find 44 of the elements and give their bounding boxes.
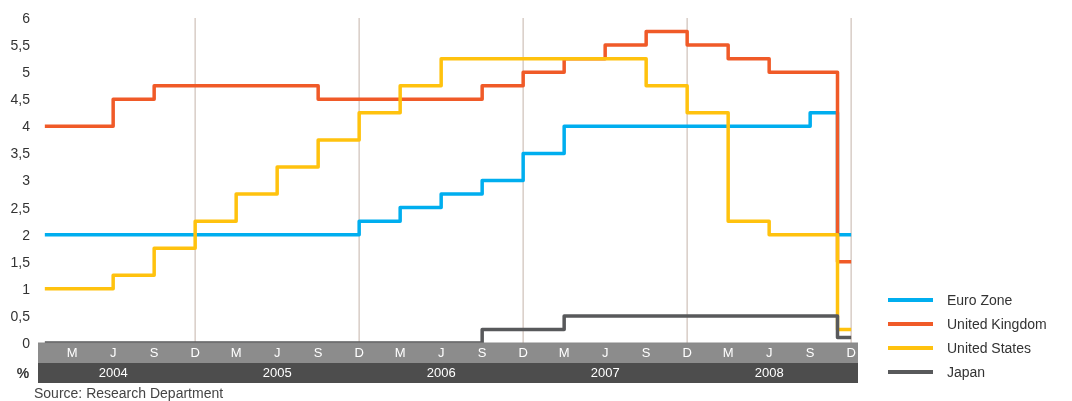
legend-label: United States bbox=[947, 340, 1032, 356]
y-tick-label: 5,5 bbox=[10, 37, 31, 54]
y-tick-label: 2 bbox=[22, 226, 31, 243]
x-tick-label: J bbox=[273, 345, 281, 361]
source-note: Source: Research Department bbox=[34, 385, 224, 401]
y-tick-label: 1,5 bbox=[10, 253, 31, 270]
x-tick-label: D bbox=[518, 345, 528, 361]
y-tick-label: 3 bbox=[22, 172, 31, 189]
x2-tick-label: 2005 bbox=[262, 365, 292, 381]
x-tick-label: D bbox=[682, 345, 692, 361]
x-tick-label: M bbox=[66, 345, 78, 361]
y-tick-label: 0 bbox=[22, 334, 31, 351]
y-axis-title: % bbox=[15, 364, 31, 383]
y-tick-label: 2,5 bbox=[10, 199, 31, 216]
x-tick-label: J bbox=[109, 345, 117, 361]
x-tick-label: J bbox=[437, 345, 445, 361]
x-tick-label: J bbox=[765, 345, 773, 361]
x-tick-label: S bbox=[313, 345, 323, 361]
legend-label: Euro Zone bbox=[947, 292, 1013, 308]
x2-tick-label: 2008 bbox=[754, 365, 784, 381]
x-tick-label: M bbox=[230, 345, 242, 361]
legend-label: Japan bbox=[947, 364, 986, 380]
x-tick-label: S bbox=[149, 345, 159, 361]
x-tick-label: M bbox=[394, 345, 406, 361]
y-tick-label: 1 bbox=[22, 280, 31, 297]
x-tick-label: D bbox=[190, 345, 200, 361]
y-tick-label: 4,5 bbox=[10, 91, 31, 108]
x-tick-label: M bbox=[558, 345, 570, 361]
x2-tick-label: 2004 bbox=[98, 365, 128, 381]
y-tick-label: 3,5 bbox=[10, 145, 31, 162]
x-tick-label: S bbox=[641, 345, 651, 361]
x2-tick-label: 2007 bbox=[590, 365, 620, 381]
x-tick-label: D bbox=[354, 345, 364, 361]
x-tick-label: S bbox=[477, 345, 487, 361]
y-tick-label: 5 bbox=[22, 64, 31, 81]
x-tick-label: S bbox=[805, 345, 815, 361]
legend-label: United Kingdom bbox=[947, 316, 1047, 332]
x2-tick-label: 2006 bbox=[426, 365, 456, 381]
x-tick-label: D bbox=[846, 345, 856, 361]
y-tick-label: 0,5 bbox=[10, 307, 31, 324]
x-tick-label: J bbox=[601, 345, 609, 361]
x-tick-label: M bbox=[722, 345, 734, 361]
y-tick-label: 6 bbox=[22, 9, 31, 26]
y-tick-label: 4 bbox=[22, 118, 31, 135]
